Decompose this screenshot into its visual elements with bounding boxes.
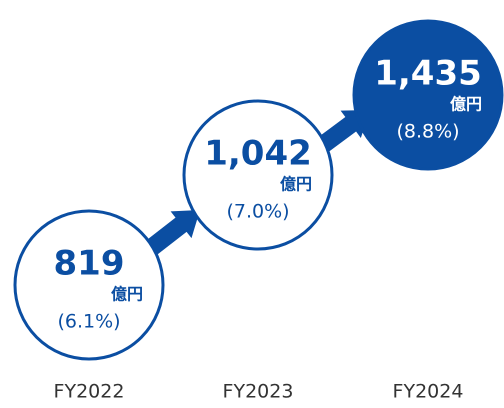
value-circle [182,99,334,251]
value-circle [352,19,504,171]
category-label: FY2024 [393,381,464,403]
ratio-label: (8.8%) [396,121,459,143]
unit-label: 億円 [111,285,143,304]
value-label: 1,435 [374,54,482,94]
arrow [140,210,200,260]
category-label: FY2022 [54,381,125,403]
value-label: 1,042 [204,134,312,174]
unit-label: 億円 [280,175,312,194]
ratio-label: (6.1%) [57,311,120,333]
ratio-label: (7.0%) [226,201,289,223]
unit-label: 億円 [450,95,482,114]
category-label: FY2023 [223,381,294,403]
value-circle [13,209,165,361]
value-label: 819 [54,244,125,284]
